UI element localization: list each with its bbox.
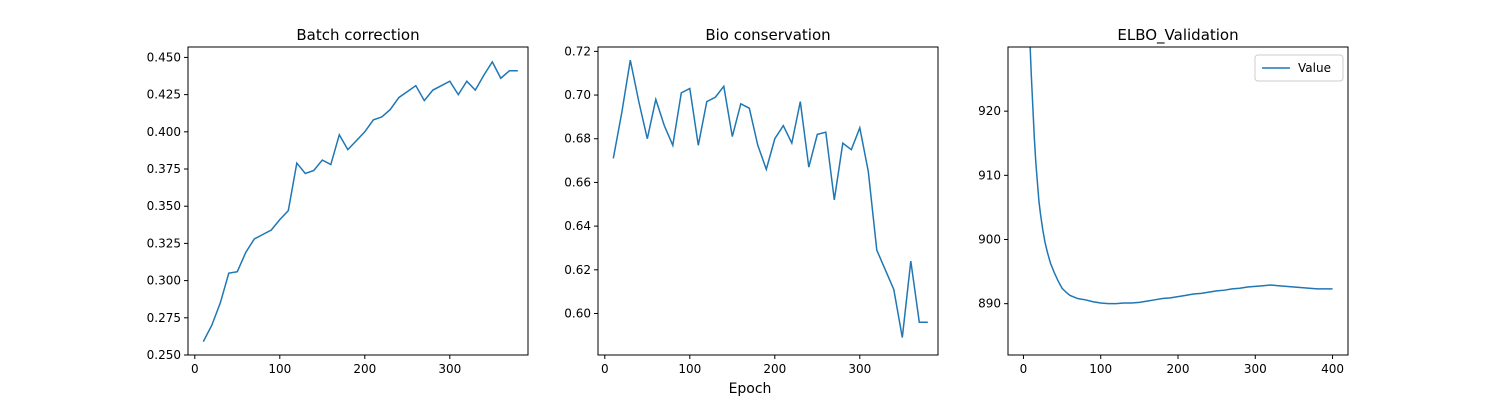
series-line bbox=[1029, 47, 1333, 305]
y-tick-label: 920 bbox=[978, 104, 1001, 118]
x-tick-label: 200 bbox=[763, 362, 786, 376]
y-tick-label: 0.250 bbox=[147, 348, 181, 362]
y-tick-label: 900 bbox=[978, 233, 1001, 247]
series-line bbox=[202, 60, 518, 342]
x-tick-label: 0 bbox=[601, 362, 609, 376]
tick-group: 0 100 200 300 0.60 0.62 0.64 0.66 0.68 0.70 0.72 bbox=[564, 44, 871, 376]
y-tick-label: 0.72 bbox=[564, 44, 591, 58]
y-tick-label: 910 bbox=[978, 168, 1001, 182]
y-tick-label: 0.375 bbox=[147, 162, 181, 176]
x-tick-label: 400 bbox=[1321, 362, 1344, 376]
y-tick-label: 0.62 bbox=[564, 263, 591, 277]
axes-frame bbox=[1007, 46, 1349, 356]
x-tick-label: 100 bbox=[268, 362, 291, 376]
y-tick-label: 0.450 bbox=[147, 50, 181, 64]
x-tick-label: 200 bbox=[353, 362, 376, 376]
y-tick-label: 890 bbox=[978, 297, 1001, 311]
legend: Value bbox=[1254, 54, 1344, 82]
y-tick-label: 0.64 bbox=[564, 219, 591, 233]
subplot-title: ELBO_Validation bbox=[1117, 26, 1238, 45]
subplot-title: Batch correction bbox=[296, 26, 419, 44]
x-tick-label: 0 bbox=[191, 362, 199, 376]
y-tick-label: 0.68 bbox=[564, 132, 591, 146]
y-tick-label: 0.400 bbox=[147, 125, 181, 139]
axes-frame bbox=[597, 46, 939, 356]
y-tick-label: 0.70 bbox=[564, 88, 591, 102]
subplot-bio-conservation: Bio conservation 0 100 200 3000.600.620.640… bbox=[564, 26, 939, 376]
subplot-elbo-validation: ELBO_Validation 0 100 200 300 400 890 900 910 92… bbox=[978, 26, 1349, 376]
y-tick-label: 0.66 bbox=[564, 175, 591, 189]
y-tick-label: 0.300 bbox=[147, 274, 181, 288]
x-tick-label: 300 bbox=[1244, 362, 1267, 376]
subplot-title: Bio conservation bbox=[705, 26, 830, 44]
axes-frame bbox=[187, 46, 529, 356]
figure-xlabel: Epoch bbox=[729, 381, 772, 397]
tick-group: 0 100 200 300 0.250 0.275 0.300 0.325 0.350 0.375… bbox=[147, 50, 462, 376]
x-tick-label: 200 bbox=[1167, 362, 1190, 376]
x-tick-label: 0 bbox=[1020, 362, 1028, 376]
y-tick-label: 0.325 bbox=[147, 236, 181, 250]
y-tick-label: 0.275 bbox=[147, 311, 181, 325]
series-line bbox=[612, 59, 928, 338]
y-tick-label: 0.60 bbox=[564, 306, 591, 320]
tick-group: 0 100 200 300 400 890 900 910 920 bbox=[978, 104, 1344, 376]
x-tick-label: 300 bbox=[438, 362, 461, 376]
x-tick-label: 300 bbox=[848, 362, 871, 376]
legend-label: Value bbox=[1298, 61, 1331, 75]
legend-box bbox=[1254, 54, 1344, 82]
y-tick-label: 0.350 bbox=[147, 199, 181, 213]
x-tick-label: 100 bbox=[678, 362, 701, 376]
x-tick-label: 100 bbox=[1089, 362, 1112, 376]
y-tick-label: 0.425 bbox=[147, 88, 181, 102]
subplot-batch-correction: Batch correction 0 100 200 300 0.250 0.275 0.3… bbox=[147, 26, 529, 376]
